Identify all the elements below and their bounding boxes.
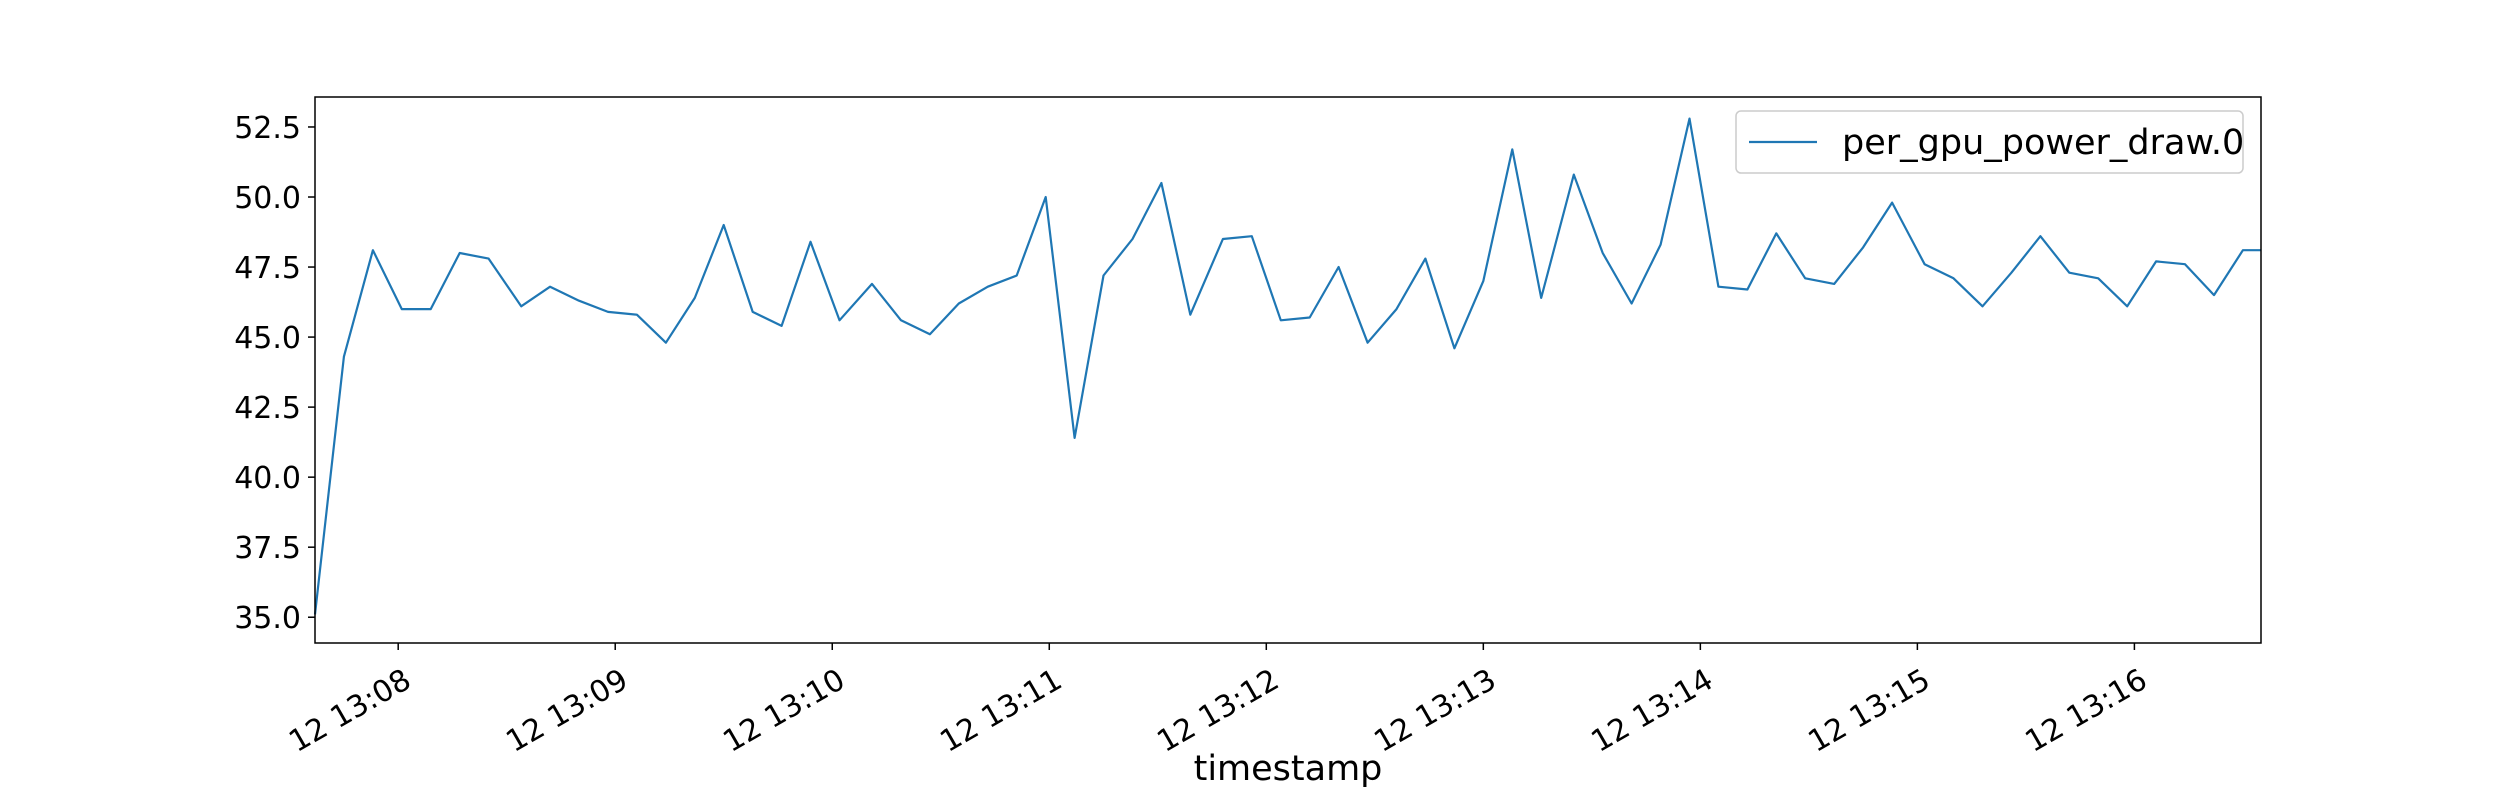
y-axis-ticks: 35.0 37.5 40.0 42.5 45.0 47.5 50.0 52.5 (234, 111, 315, 636)
y-tick-label: 45.0 (234, 321, 301, 356)
legend-label: per_gpu_power_draw.0 (1842, 123, 2244, 163)
y-tick-label: 40.0 (234, 461, 301, 496)
series-line-per-gpu-power-draw-0 (313, 117, 2261, 615)
y-tick-label: 52.5 (234, 111, 301, 146)
y-tick-label: 50.0 (234, 181, 301, 216)
y-tick-label: 47.5 (234, 251, 301, 286)
plot-area-frame (314, 96, 2262, 644)
y-tick-label: 35.0 (234, 601, 301, 636)
legend: per_gpu_power_draw.0 (1735, 110, 2244, 174)
y-tick-label: 37.5 (234, 531, 301, 566)
y-tick-label: 42.5 (234, 391, 301, 426)
x-axis-title: timestamp (1194, 749, 1383, 789)
legend-box (1735, 110, 2244, 174)
